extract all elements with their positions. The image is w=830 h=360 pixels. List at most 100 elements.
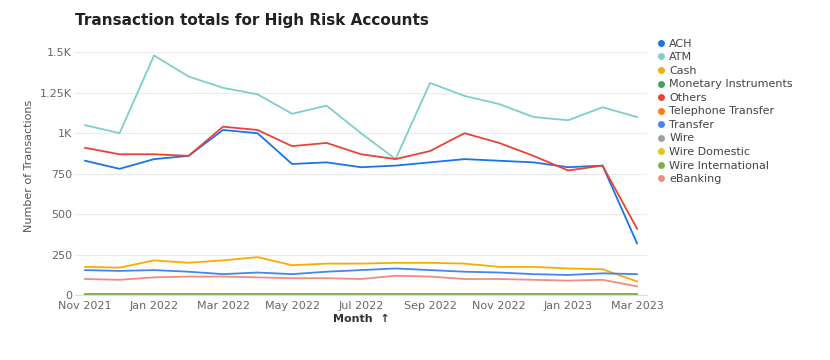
ATM — [252, 92, 262, 96]
Line: Transfer: Transfer — [85, 269, 637, 275]
Wire — [563, 292, 573, 296]
Line: ATM: ATM — [85, 55, 637, 159]
ACH — [356, 165, 366, 169]
Cash — [218, 258, 228, 262]
eBanking — [494, 277, 504, 281]
Wire International — [529, 292, 539, 296]
Wire Domestic — [356, 292, 366, 296]
ATM — [494, 102, 504, 106]
Wire — [252, 292, 262, 296]
Wire Domestic — [563, 292, 573, 296]
Wire Domestic — [149, 292, 159, 296]
Others — [80, 145, 90, 150]
Cash — [356, 261, 366, 266]
ATM — [391, 157, 401, 161]
Wire — [598, 292, 608, 296]
Telephone Transfer — [183, 292, 193, 296]
Wire International — [356, 292, 366, 296]
Transfer — [149, 268, 159, 272]
eBanking — [598, 278, 608, 282]
Cash — [598, 267, 608, 271]
Telephone Transfer — [529, 292, 539, 296]
ACH — [80, 158, 90, 163]
eBanking — [529, 278, 539, 282]
ACH — [632, 241, 642, 246]
Transfer — [598, 271, 608, 275]
Monetary Instruments — [425, 292, 435, 296]
ACH — [218, 128, 228, 132]
Wire — [115, 292, 124, 296]
Telephone Transfer — [80, 292, 90, 296]
Wire Domestic — [425, 292, 435, 296]
Line: eBanking: eBanking — [85, 276, 637, 286]
ACH — [529, 160, 539, 165]
Monetary Instruments — [632, 292, 642, 296]
Wire — [80, 292, 90, 296]
Telephone Transfer — [252, 292, 262, 296]
ACH — [598, 163, 608, 168]
Transfer — [252, 270, 262, 275]
Others — [529, 154, 539, 158]
Wire Domestic — [80, 292, 90, 296]
ATM — [563, 118, 573, 122]
Others — [632, 227, 642, 231]
Wire Domestic — [391, 292, 401, 296]
Legend: ACH, ATM, Cash, Monetary Instruments, Others, Telephone Transfer, Transfer, Wire: ACH, ATM, Cash, Monetary Instruments, Ot… — [656, 36, 795, 186]
Transfer — [321, 270, 331, 274]
ATM — [287, 112, 297, 116]
Wire Domestic — [115, 292, 124, 296]
Wire International — [391, 292, 401, 296]
X-axis label: Month  ↑: Month ↑ — [333, 314, 389, 324]
Wire International — [149, 292, 159, 296]
Telephone Transfer — [287, 292, 297, 296]
Transfer — [563, 273, 573, 277]
Text: Transaction totals for High Risk Accounts: Transaction totals for High Risk Account… — [75, 13, 428, 28]
ACH — [287, 162, 297, 166]
Wire International — [563, 292, 573, 296]
Cash — [563, 266, 573, 271]
Transfer — [425, 268, 435, 272]
ATM — [149, 53, 159, 58]
Others — [391, 157, 401, 161]
Telephone Transfer — [356, 292, 366, 296]
Others — [460, 131, 470, 135]
Transfer — [494, 270, 504, 275]
ATM — [115, 131, 124, 135]
Others — [356, 152, 366, 156]
Telephone Transfer — [494, 292, 504, 296]
Wire — [321, 292, 331, 296]
Others — [425, 149, 435, 153]
ACH — [183, 154, 193, 158]
ATM — [356, 131, 366, 135]
Others — [563, 168, 573, 172]
Wire Domestic — [598, 292, 608, 296]
Wire — [287, 292, 297, 296]
Wire — [632, 292, 642, 296]
Monetary Instruments — [321, 292, 331, 296]
Wire — [494, 292, 504, 296]
Others — [115, 152, 124, 156]
Wire International — [287, 292, 297, 296]
eBanking — [632, 284, 642, 288]
Cash — [494, 265, 504, 269]
Line: Others: Others — [85, 127, 637, 229]
ATM — [529, 115, 539, 119]
Cash — [391, 261, 401, 265]
Wire — [460, 292, 470, 296]
Monetary Instruments — [529, 292, 539, 296]
Monetary Instruments — [252, 292, 262, 296]
Wire International — [252, 292, 262, 296]
Wire Domestic — [529, 292, 539, 296]
Wire — [149, 292, 159, 296]
Telephone Transfer — [149, 292, 159, 296]
Cash — [149, 258, 159, 262]
Others — [598, 163, 608, 168]
ACH — [563, 165, 573, 169]
Wire International — [598, 292, 608, 296]
eBanking — [321, 276, 331, 280]
ATM — [598, 105, 608, 109]
Monetary Instruments — [80, 292, 90, 296]
Cash — [183, 261, 193, 265]
Y-axis label: Number of Transactions: Number of Transactions — [24, 99, 34, 232]
Wire International — [460, 292, 470, 296]
